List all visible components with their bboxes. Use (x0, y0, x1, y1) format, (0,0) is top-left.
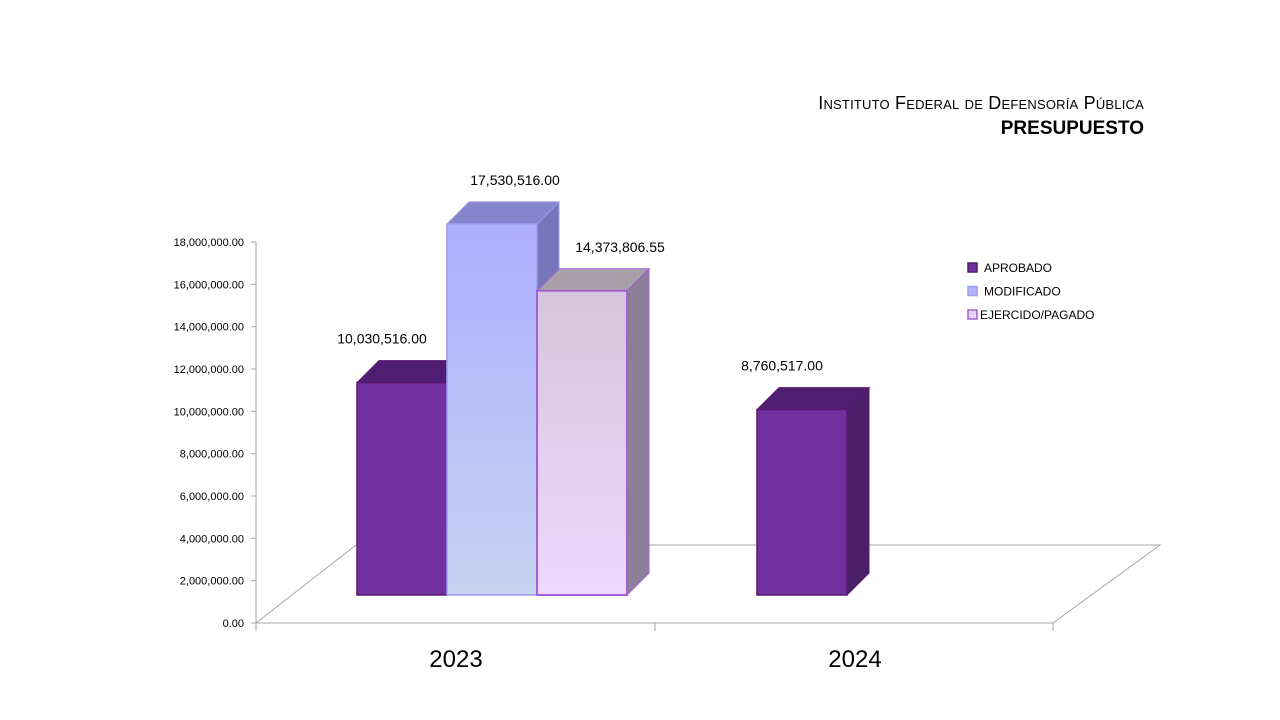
y-tick-label: 14,000,000.00 (174, 322, 244, 334)
chart-title-block: Instituto Federal de Defensoría Pública … (818, 93, 1144, 140)
bar-side-face (846, 386, 870, 597)
bar-aprobado-2024 (755, 386, 871, 597)
data-label: 14,373,806.55 (575, 239, 665, 255)
legend-swatch-ejercido-pagado (967, 309, 978, 320)
legend-label-modificado: MODIFICADO (984, 285, 1061, 299)
y-tick-label: 6,000,000.00 (180, 491, 244, 503)
bar-side-face (626, 267, 650, 597)
data-labels: 10,030,516.00 17,530,516.00 14,373,806.55 8… (337, 172, 823, 374)
bar-front-face (446, 223, 538, 596)
y-tick-label: 10,000,000.00 (174, 406, 244, 418)
bar-front-face (756, 408, 848, 596)
chart-subtitle: PRESUPUESTO (1000, 118, 1144, 139)
legend-label-ejercido-pagado: EJERCIDO/PAGADO (980, 308, 1094, 322)
y-tick-label: 12,000,000.00 (174, 364, 244, 376)
legend-swatch-aprobado (967, 262, 978, 273)
bars (355, 200, 871, 597)
y-tick-label: 16,000,000.00 (174, 279, 244, 291)
data-label: 8,760,517.00 (741, 358, 823, 374)
y-tick-label: 4,000,000.00 (180, 533, 244, 545)
y-tick-label: 18,000,000.00 (174, 237, 244, 249)
data-label: 17,530,516.00 (470, 172, 560, 188)
legend: APROBADO MODIFICADO EJERCIDO/PAGADO (967, 261, 1094, 322)
x-axis-categories: 2023 2024 (429, 646, 881, 673)
y-axis: 0.00 2,000,000.00 4,000,000.00 6,000,000.00… (174, 237, 257, 630)
bar-front-face (536, 289, 628, 596)
legend-label-aprobado: APROBADO (984, 261, 1052, 275)
category-label-2023: 2023 (429, 646, 482, 673)
chart-floor (254, 544, 1162, 631)
legend-swatch-modificado (967, 285, 978, 297)
bar-front-face (356, 381, 448, 596)
y-tick-label: 0.00 (223, 618, 244, 630)
category-label-2024: 2024 (828, 646, 881, 673)
chart-title: Instituto Federal de Defensoría Pública (818, 93, 1144, 113)
y-tick-label: 8,000,000.00 (180, 449, 244, 461)
data-label: 10,030,516.00 (337, 331, 427, 347)
y-tick-label: 2,000,000.00 (180, 576, 244, 588)
bar-ejercido-pagado-2023 (535, 267, 651, 597)
